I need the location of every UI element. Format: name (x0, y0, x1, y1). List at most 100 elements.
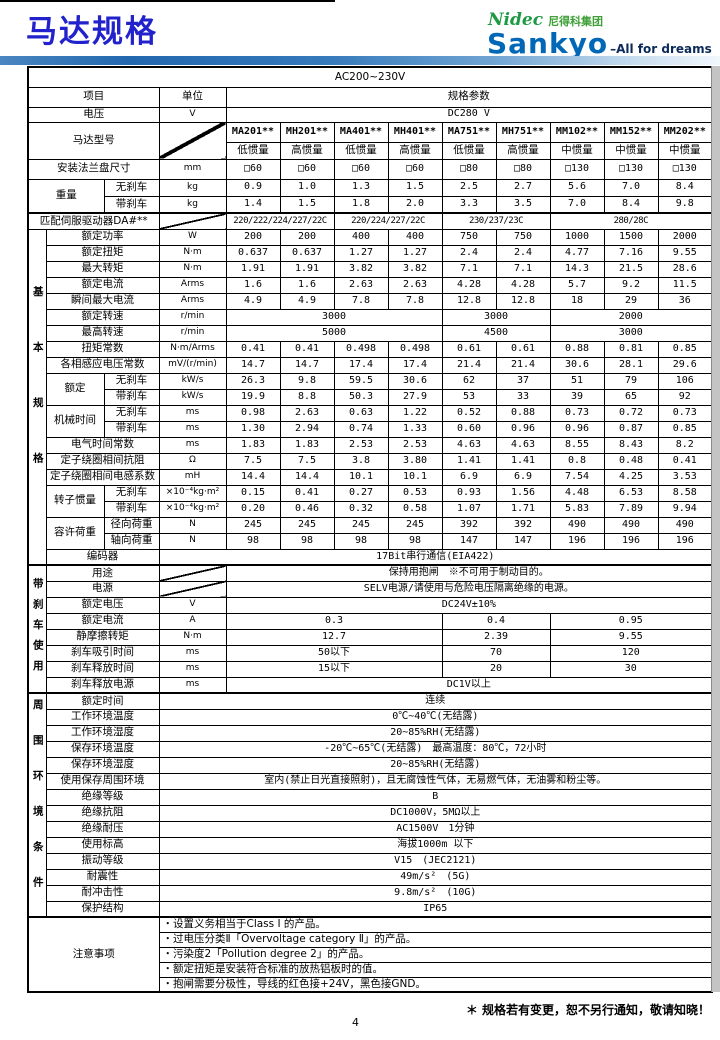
value-cell: 8.2 (657, 436, 713, 454)
note-cell: ・设置义务相当于Class I 的产品。 (158, 916, 713, 933)
table-row: 带刹车 kW/s 19.9 8.8 50.3 27.9 53 33 39 65 92 (28, 388, 713, 406)
table-row: 电气时间常数 ms 1.83 1.83 2.53 2.53 4.63 4.63 8.55 8.43… (28, 436, 713, 454)
value-cell: 连续 (158, 692, 713, 710)
value-cell: 7.8 (333, 292, 389, 310)
value-cell: 28.6 (657, 260, 713, 278)
value-cell: B (158, 788, 713, 806)
row-label-cell: 刹车释放时间 (45, 660, 160, 678)
table-row: 低惯量 高惯量 低惯量 高惯量 低惯量 高惯量 中惯量 中惯量 中惯量 (28, 141, 713, 160)
table-row: 匹配伺服驱动器DA#** 220/222/224/227/22C 220/224/2… (27, 212, 713, 230)
value-cell: 0.3 (225, 612, 443, 630)
unit-cell: r/min (158, 308, 227, 326)
value-cell: 1.8 (333, 195, 389, 214)
value-cell: 27.9 (387, 388, 443, 406)
value-cell: 0.498 (333, 340, 389, 358)
row-label-cell: 电气时间常数 (45, 436, 160, 454)
value-cell: 106 (657, 372, 713, 390)
table-row: 带刹车 ms 1.30 2.94 0.74 1.33 0.60 0.96 0.96 0.87 0.8… (28, 420, 713, 438)
top-edge-artifact (0, 0, 335, 2)
value-cell: 50以下 (225, 644, 443, 662)
unit-cell: ms (158, 644, 227, 662)
value-cell: 4.28 (441, 276, 497, 294)
row-label-cell: 带刹车 (103, 388, 160, 406)
value-cell: □80 (441, 158, 497, 180)
value-cell: 1.71 (495, 500, 551, 518)
value-cell: 2.39 (441, 628, 551, 646)
value-cell: 200 (225, 228, 281, 246)
row-label-cell: 最高转速 (45, 324, 160, 342)
diagonal-cell (158, 580, 227, 598)
table-row: ・抱闸需要分极性，导线的红色接+24V，黑色接GND。 (28, 976, 713, 993)
unit-cell: N·m (158, 260, 227, 278)
value-cell: 8.4 (657, 178, 713, 197)
value-cell: 0.41 (225, 340, 281, 358)
value-cell: 9.8 (657, 195, 713, 214)
row-label-cell: 安装法兰盘尺寸 (27, 158, 160, 180)
value-cell: 98 (279, 532, 335, 550)
value-cell: 6.53 (603, 484, 659, 502)
value-cell: 1.5 (279, 195, 335, 214)
value-cell: 280/28C (549, 212, 713, 230)
value-cell: 1.5 (387, 178, 443, 197)
value-cell: 10.1 (333, 468, 389, 486)
unit-cell: kg (158, 178, 227, 197)
value-cell: 37 (495, 372, 551, 390)
value-cell: 1.56 (495, 484, 551, 502)
value-cell: AC1500V 1分钟 (158, 820, 713, 838)
model-cell: MA401** (333, 121, 389, 143)
row-label-cell: 定子绕圈相间电感系数 (45, 468, 160, 486)
value-cell: 5.6 (549, 178, 605, 197)
row-label-cell: 马达型号 (27, 121, 160, 160)
table-row: 使用标高 海拔1000m 以下 (28, 836, 713, 854)
value-cell: 9.94 (657, 500, 713, 518)
row-label-cell: 重量 (27, 178, 105, 214)
diagonal-cell (158, 121, 227, 160)
table-row: 振动等级 V15 (JEC2121) (28, 852, 713, 870)
row-label-cell: 单位 (158, 86, 227, 108)
value-cell: 4.9 (225, 292, 281, 310)
value-cell: □60 (387, 158, 443, 180)
value-cell: □80 (495, 158, 551, 180)
unit-cell: ms (158, 420, 227, 438)
value-cell: 2.0 (387, 195, 443, 214)
table-row: 静摩擦转矩 N·m 12.7 2.39 9.55 (28, 628, 713, 646)
footer-note: ＊ 规格若有变更，恕不另行通知，敬请知晓！ (465, 1003, 710, 1017)
row-label-cell: AC200~230V (27, 66, 713, 88)
table-row: 带刹车 kg 1.4 1.5 1.8 2.0 3.3 3.5 7.0 8.4 9.8 (28, 195, 713, 214)
value-cell: 0℃~40℃(无结露) (158, 708, 713, 726)
row-label-cell: 注意事项 (27, 916, 160, 993)
value-cell: 30.6 (387, 372, 443, 390)
value-cell: 400 (387, 228, 443, 246)
value-cell: 1.0 (279, 178, 335, 197)
table-row: 轴向荷重 N 98 98 98 98 147 147 196 196 196 (28, 532, 713, 550)
value-cell: 14.7 (279, 356, 335, 374)
table-row: 定子绕圈相间抗阻 Ω 7.5 7.5 3.8 3.80 1.41 1.41 0.8 0.48 0.4… (28, 452, 713, 470)
value-cell: 0.15 (225, 484, 281, 502)
value-cell: 2.63 (387, 276, 443, 294)
table-row: 带刹车 ×10⁻⁴kg·m² 0.20 0.46 0.32 0.58 1.07 1.71 5.8… (28, 500, 713, 518)
value-cell: 2.94 (279, 420, 335, 438)
value-cell: 7.0 (603, 178, 659, 197)
note-cell: ・额定扭矩是安装符合标准的放热铝板时的值。 (158, 961, 713, 978)
value-cell: 14.7 (225, 356, 281, 374)
value-cell: 1.33 (387, 420, 443, 438)
value-cell: 19.9 (225, 388, 281, 406)
table-row: 工作环境湿度 20~85%RH(无结露) (28, 724, 713, 742)
value-cell: 2.4 (495, 244, 551, 262)
unit-cell: ms (158, 660, 227, 678)
row-label-cell: 额定 (45, 372, 105, 406)
value-cell: 4.28 (495, 276, 551, 294)
table-row: 电源 SELV电源/请使用与危险电压隔离绝缘的电源。 (28, 580, 713, 598)
value-cell: 12.8 (441, 292, 497, 310)
row-label-cell: 中惯量 (549, 141, 605, 160)
value-cell: 1.3 (333, 178, 389, 197)
value-cell: V15 (JEC2121) (158, 852, 713, 870)
row-label-cell: 耐震性 (45, 868, 160, 886)
table-row: 绝缘耐压 AC1500V 1分钟 (28, 820, 713, 838)
table-row: 保存环境湿度 20~85%RH(无结露) (28, 756, 713, 774)
table-row: 定子绕圈相间电感系数 mH 14.4 14.4 10.1 10.1 6.9 6.9 7.54 4.… (28, 468, 713, 486)
value-cell: 2.53 (387, 436, 443, 454)
row-label-cell: 保存环境湿度 (45, 756, 160, 774)
header-divider (0, 56, 720, 65)
value-cell: 11.5 (657, 276, 713, 294)
